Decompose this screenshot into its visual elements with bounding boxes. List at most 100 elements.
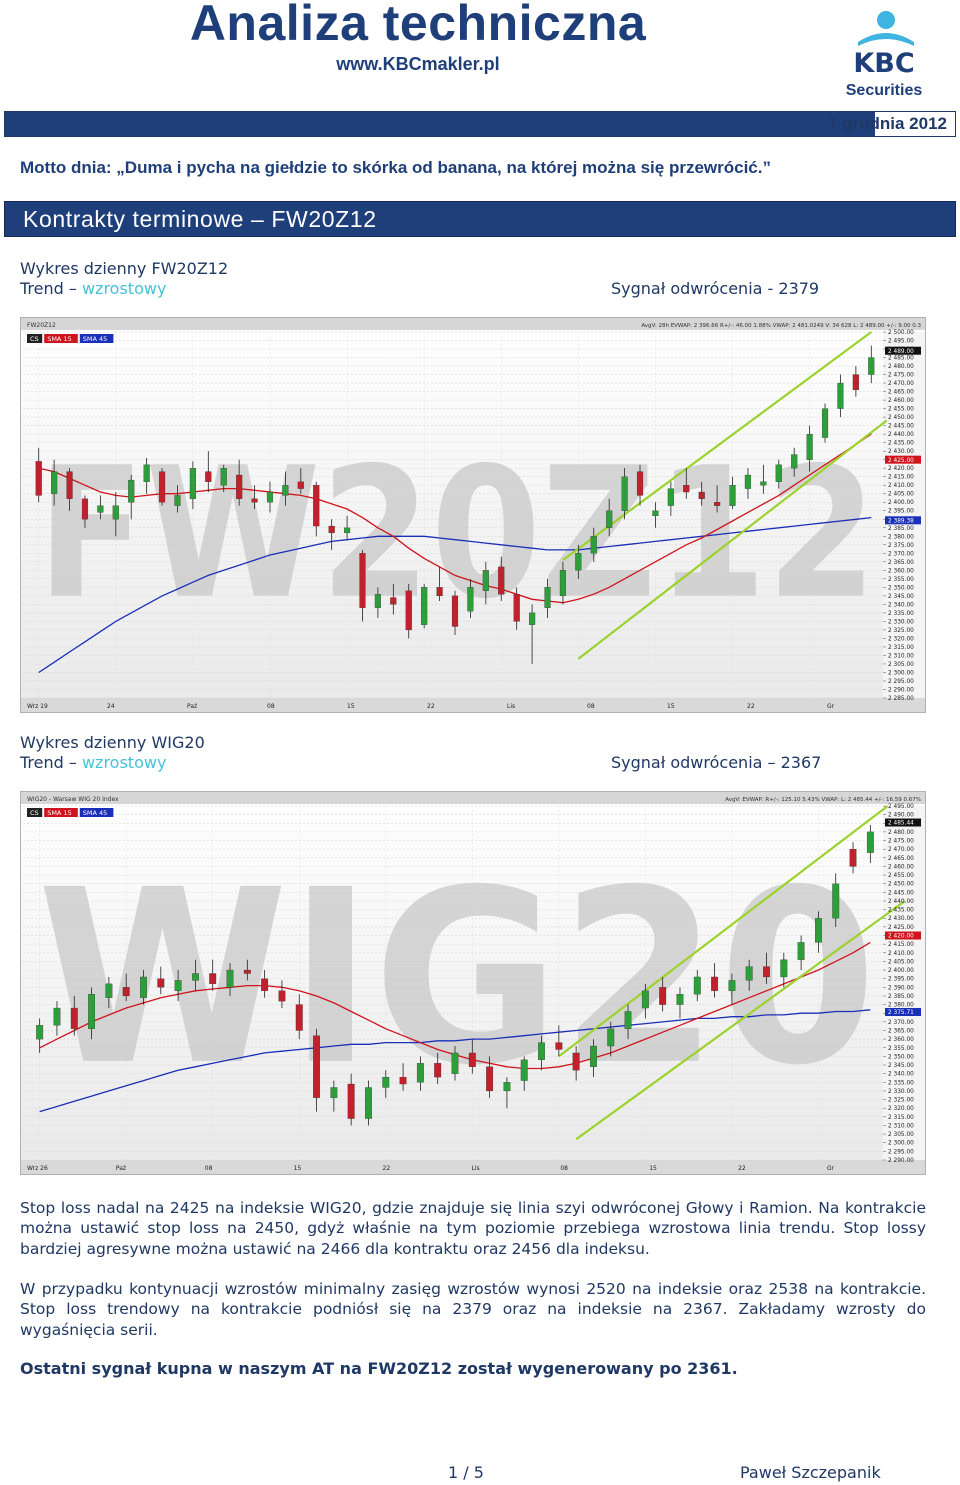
chart1-signal: Sygnał odwrócenia - 2379: [611, 279, 820, 298]
candle-body: [399, 1076, 407, 1085]
candle-body: [868, 357, 875, 375]
sma45-level-label: 2 389.38: [888, 519, 914, 525]
x-tick-label: 15: [649, 1165, 657, 1172]
candle-body: [266, 491, 274, 503]
candle-body: [347, 1083, 355, 1119]
y-tick-label: 2 405.00: [888, 959, 914, 965]
y-tick-label: 2 385.00: [888, 994, 914, 1000]
y-tick-label: 2 430.00: [888, 449, 914, 455]
x-tick-label: 08: [205, 1165, 213, 1172]
candle-body: [390, 597, 397, 605]
legend-swatch: [44, 808, 78, 817]
date-bar-fill: [5, 112, 875, 136]
y-tick-label: 2 425.00: [888, 925, 914, 931]
chart2-trend-label: Trend –: [20, 753, 77, 772]
candle-body: [251, 498, 258, 503]
sma45-level-label-bg: [885, 1007, 921, 1016]
trend-channel-upper: [558, 805, 889, 1058]
candle-body: [607, 1028, 615, 1047]
last-price-label-bg: [885, 346, 921, 355]
x-tick-label: Wrz 19: [27, 703, 48, 710]
candle-body: [763, 966, 770, 978]
candle-body: [728, 980, 736, 991]
candle-body: [243, 969, 251, 974]
chart1-trend-label: Trend –: [20, 279, 77, 298]
candle-body: [693, 976, 701, 995]
chart2-heading: Wykres dzienny WIG20: [20, 733, 205, 752]
y-tick-label: 2 495.00: [888, 339, 914, 345]
chart-background: [21, 792, 925, 1174]
analysis-paragraph-1: Stop loss nadal na 2425 na indeksie WIG2…: [20, 1199, 926, 1258]
y-tick-label: 2 465.00: [888, 390, 914, 396]
chart-panel-title: WIG20 - Warsaw WIG 20 Index: [27, 796, 119, 803]
candle-body: [313, 1035, 320, 1098]
y-tick-label: 2 475.00: [888, 373, 914, 379]
y-tick-label: 2 375.00: [888, 543, 914, 549]
candle-body: [209, 973, 217, 985]
y-tick-label: 2 355.00: [888, 1046, 914, 1052]
candle-body: [220, 468, 227, 486]
y-tick-label: 2 325.00: [888, 1098, 914, 1104]
y-tick-label: 2 450.00: [888, 415, 914, 421]
y-axis-panel: [883, 806, 925, 1160]
y-tick-label: 2 310.00: [888, 1123, 914, 1129]
y-tick-label: 2 440.00: [888, 432, 914, 438]
section-title: Kontrakty terminowe – FW20Z12: [23, 206, 377, 232]
candle-body: [520, 1059, 528, 1081]
y-tick-label: 2 455.00: [888, 873, 914, 879]
candle-body: [97, 505, 104, 513]
last-price-label: 2 489.00: [888, 349, 914, 355]
y-tick-label: 2 485.00: [888, 356, 914, 362]
y-tick-label: 2 370.00: [888, 1020, 914, 1026]
chart1-trend: Trend – wzrostowy: [20, 279, 166, 298]
candle-body: [468, 1052, 476, 1067]
y-tick-label: 2 360.00: [888, 568, 914, 574]
sma15-level-label: 2 420.00: [888, 934, 914, 940]
y-tick-label: 2 315.00: [888, 645, 914, 651]
chart-background: [21, 318, 925, 712]
candle-body: [590, 536, 597, 554]
analysis-paragraph-2: W przypadku kontynuacji wzrostów minimal…: [20, 1280, 926, 1339]
y-tick-label: 2 320.00: [888, 636, 914, 642]
date-bar: 7 grudnia 2012: [4, 111, 956, 137]
candle-body: [852, 374, 859, 391]
candle-body: [88, 994, 96, 1029]
x-tick-label: 15: [347, 703, 355, 710]
y-tick-label: 2 295.00: [888, 679, 914, 685]
trend-channel-lower: [575, 900, 906, 1141]
candle-body: [189, 468, 196, 499]
website-link[interactable]: www.KBCmakler.pl: [336, 54, 500, 74]
candle-body: [143, 464, 150, 482]
y-tick-label: 2 490.00: [888, 813, 914, 819]
x-tick-label: 15: [294, 1165, 302, 1172]
candle-body: [174, 980, 182, 991]
y-tick-label: 2 380.00: [888, 534, 914, 540]
candle-body: [174, 495, 181, 506]
candle-body: [806, 433, 813, 460]
y-tick-label: 2 405.00: [888, 492, 914, 498]
last-buy-signal: Ostatni sygnał kupna w naszym AT na FW20…: [20, 1359, 738, 1378]
candle-body: [421, 587, 428, 625]
candle-body: [451, 1052, 459, 1074]
candle-body: [205, 471, 212, 482]
candle-body: [374, 594, 381, 608]
legend-swatch: [27, 808, 43, 817]
legend-label: SMA 45: [83, 809, 108, 817]
y-tick-label: 2 410.00: [888, 483, 914, 489]
y-tick-label: 2 470.00: [888, 847, 914, 853]
y-tick-label: 2 300.00: [888, 1141, 914, 1147]
y-tick-label: 2 370.00: [888, 551, 914, 557]
candle-body: [676, 994, 684, 1005]
sma45-level-label-bg: [885, 516, 921, 525]
y-tick-label: 2 430.00: [888, 916, 914, 922]
y-axis-panel: [883, 332, 925, 698]
candle-body: [158, 471, 166, 503]
section-header: Kontrakty terminowe – FW20Z12: [4, 201, 956, 237]
candle-body: [814, 918, 822, 943]
candle-body: [451, 595, 459, 627]
y-tick-label: 2 445.00: [888, 890, 914, 896]
candle-body: [572, 1052, 580, 1071]
logo-text-sub: Securities: [846, 82, 923, 99]
candle-body: [105, 983, 113, 998]
candle-body: [503, 1082, 511, 1092]
